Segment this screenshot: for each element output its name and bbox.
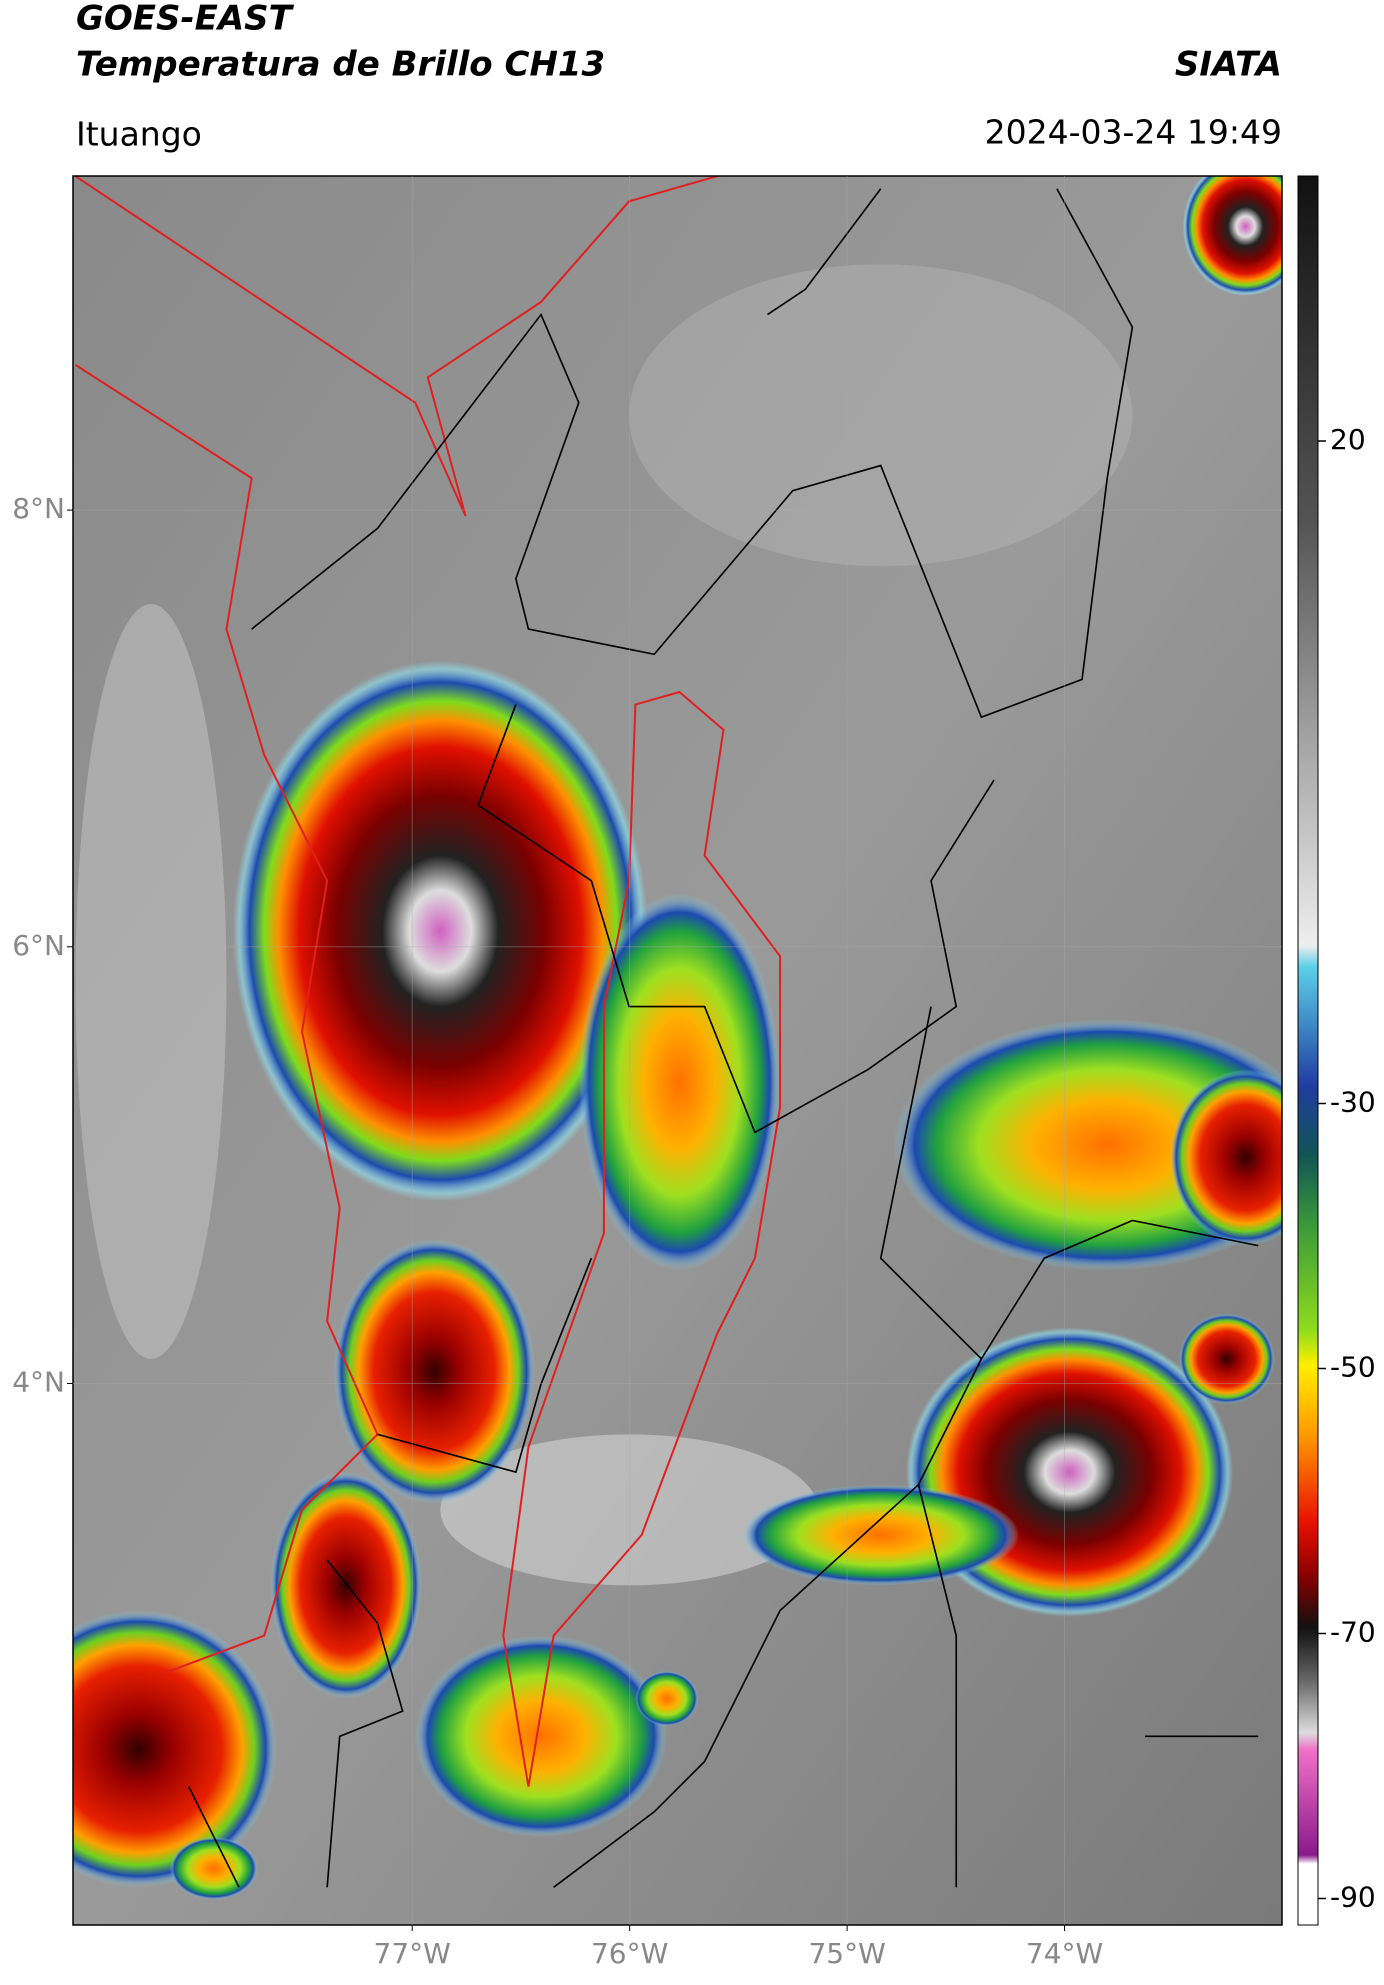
lat-tick-label: 6°N [12, 929, 65, 962]
map-image [73, 176, 1282, 1925]
lon-tick-label: 75°W [808, 1937, 885, 1970]
lon-tick-label: 77°W [374, 1937, 451, 1970]
lon-tick-label: 74°W [1026, 1937, 1103, 1970]
lon-tick-label: 76°W [591, 1937, 668, 1970]
source: SIATA [1175, 45, 1282, 85]
colorbar-tick-label: -50 [1330, 1351, 1376, 1384]
colorbar-tick-label: -70 [1330, 1616, 1376, 1649]
colorbar-tick-label: -90 [1330, 1881, 1376, 1914]
lat-tick-label: 8°N [12, 492, 65, 525]
colorbar-tick-label: -30 [1330, 1086, 1376, 1119]
title-line2: Temperatura de Brillo CH13 [76, 45, 605, 85]
colorbar-tick-label: 20 [1330, 423, 1366, 456]
map-frame [72, 175, 1283, 1926]
region: Ituango [76, 115, 202, 154]
lat-tick-label: 4°N [12, 1365, 65, 1398]
cloud-cells [73, 176, 1282, 1900]
title-line1: GOES-EAST [76, 0, 295, 39]
datetime: 2024-03-24 19:49 [985, 113, 1282, 152]
colorbar [1297, 175, 1319, 1926]
